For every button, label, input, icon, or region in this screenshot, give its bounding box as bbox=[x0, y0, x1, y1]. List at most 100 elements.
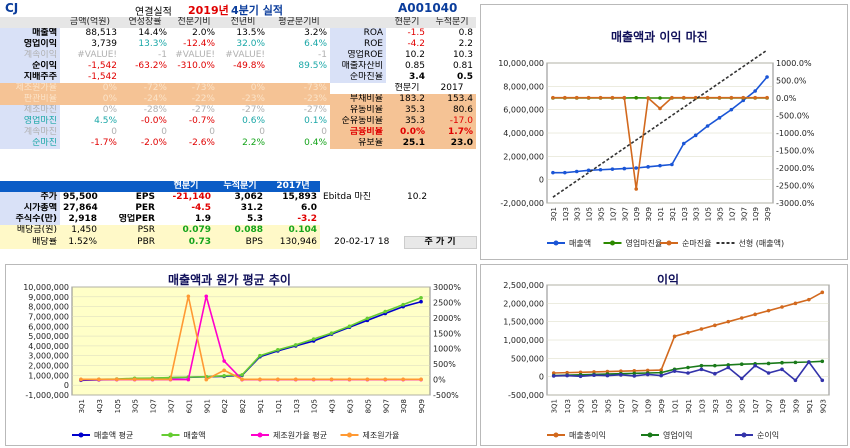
data-point bbox=[686, 330, 690, 335]
data-point bbox=[807, 360, 811, 364]
x-tick-label: 3Q1 bbox=[78, 399, 86, 413]
data-point bbox=[592, 370, 596, 374]
x-tick-label: 3Q9 bbox=[792, 399, 800, 413]
y-tick-label: 7,000,000 bbox=[28, 312, 69, 321]
data-point bbox=[820, 378, 825, 383]
data-point bbox=[551, 371, 556, 375]
data-point bbox=[693, 133, 698, 138]
x-tick-label: 3Q5 bbox=[739, 399, 747, 413]
data-point bbox=[634, 96, 639, 100]
data-point bbox=[753, 363, 757, 368]
y-tick-label: 0 bbox=[64, 381, 69, 390]
x-tick-label: 1Q7 bbox=[609, 207, 617, 221]
data-point bbox=[820, 359, 825, 364]
y-tick-label: 2,000,000 bbox=[503, 299, 544, 308]
data-point bbox=[699, 327, 704, 331]
y-tick-label: 0 bbox=[539, 176, 544, 185]
x-tick-label: 1Q7 bbox=[752, 399, 760, 413]
x-tick-label: 1Q1 bbox=[672, 399, 680, 413]
data-point bbox=[329, 331, 334, 335]
chart2-svg: 10,000,0009,000,0008,000,0007,000,0006,0… bbox=[23, 283, 461, 440]
data-point bbox=[645, 372, 650, 377]
data-point bbox=[753, 89, 757, 93]
data-point bbox=[766, 308, 771, 313]
y-tick-label: 8,000,000 bbox=[28, 303, 69, 312]
y-tick-label: 1,000,000 bbox=[28, 371, 69, 380]
data-point bbox=[598, 167, 603, 172]
y2-tick-label: -2500.0% bbox=[776, 182, 815, 191]
data-point bbox=[586, 168, 591, 173]
x-tick-label: 1Q7 bbox=[618, 399, 626, 413]
legend-label: 매출총이익 bbox=[569, 430, 606, 440]
y2-tick-label: -500.0% bbox=[776, 112, 810, 121]
data-point bbox=[419, 296, 423, 300]
y2-tick-label: 1000.0% bbox=[776, 59, 812, 68]
legend-marker bbox=[553, 240, 559, 246]
data-point bbox=[717, 116, 722, 120]
data-point bbox=[793, 378, 798, 383]
data-point bbox=[765, 95, 769, 100]
data-point bbox=[729, 95, 734, 100]
data-point bbox=[634, 187, 639, 191]
data-point bbox=[132, 377, 137, 382]
data-point bbox=[686, 365, 690, 370]
data-point bbox=[551, 170, 555, 175]
col-amount: 금액(억원) bbox=[60, 17, 120, 28]
legend-marker bbox=[347, 432, 352, 438]
y-tick-label: 2,500,000 bbox=[503, 281, 544, 290]
x-tick-label: 1Q7 bbox=[150, 399, 158, 413]
chart1-title: 매출액과 이익 마진 bbox=[611, 30, 708, 44]
data-point bbox=[311, 337, 316, 341]
data-point bbox=[659, 368, 663, 372]
y2-tick-label: -3000.0% bbox=[776, 199, 815, 208]
x-tick-label: 9Q1 bbox=[806, 399, 814, 413]
x-tick-label: 1Q1 bbox=[657, 207, 665, 221]
row-net-income: 순이익 -1,542 -63.2% -310.0% -49.8% 89.5% 매… bbox=[0, 61, 476, 72]
data-point bbox=[347, 377, 352, 382]
data-point bbox=[632, 369, 637, 373]
y-tick-label: 5,000,000 bbox=[28, 332, 69, 341]
company-name: CJ bbox=[5, 1, 19, 15]
chart1-svg: 10,000,000 8,000,000 6,000,000 4,000,000 2,0… bbox=[498, 49, 815, 248]
data-point bbox=[713, 363, 717, 368]
data-point bbox=[726, 319, 731, 324]
y2-tick-label: 1000% bbox=[433, 345, 461, 354]
data-point bbox=[311, 377, 316, 382]
income-header-row: 금액(억원) 연성장률 전분기비 전년비 평균분기비 현분기 누적분기 bbox=[0, 17, 476, 28]
data-point bbox=[276, 377, 280, 382]
data-point bbox=[753, 95, 757, 100]
y2-tick-label: 1500% bbox=[433, 329, 461, 338]
data-point bbox=[204, 377, 209, 382]
data-point bbox=[739, 362, 744, 366]
data-point bbox=[186, 377, 191, 382]
data-point bbox=[619, 369, 623, 373]
stock-price-button[interactable]: 주 가 기 bbox=[403, 236, 477, 249]
x-tick-label: 4Q3 bbox=[329, 399, 337, 413]
data-point bbox=[598, 95, 603, 100]
legend-label: 순이익 bbox=[757, 430, 779, 440]
data-point bbox=[222, 368, 226, 373]
chart3-title: 이익 bbox=[657, 273, 680, 287]
legend-label: 선형 (매출액) bbox=[739, 238, 785, 248]
chart-cost-avg-panel: 매출액과 원가 평균 추이 10,000,000 9,000,000 8,000,0… bbox=[5, 264, 477, 446]
y-tick-label: 10,000,000 bbox=[23, 283, 69, 292]
legend-marker bbox=[78, 432, 84, 438]
data-point bbox=[365, 377, 370, 382]
x-tick-label: 1Q5 bbox=[705, 207, 713, 221]
x-tick-label: 6Q2 bbox=[221, 399, 229, 413]
legend-label: 제조원가율 bbox=[363, 431, 400, 440]
chart-profit-panel: 이익 2,500,000 2,000,000 1,500,000 1,000,000 5… bbox=[480, 264, 848, 446]
y-tick-label: -2,000,000 bbox=[500, 199, 544, 208]
data-point bbox=[586, 95, 591, 100]
legend-marker bbox=[257, 432, 263, 438]
x-tick-label: 1Q3 bbox=[293, 399, 301, 413]
chart2-title: 매출액과 원가 평균 추이 bbox=[168, 273, 291, 287]
x-tick-label: 1Q3 bbox=[681, 207, 689, 221]
data-point bbox=[670, 95, 674, 100]
data-point bbox=[347, 324, 352, 329]
valuation-header-row: 현분기 누적분기 2017년 bbox=[0, 181, 476, 192]
data-point bbox=[551, 374, 556, 378]
data-point bbox=[97, 377, 101, 382]
data-point bbox=[551, 95, 555, 100]
x-tick-label: 1Q5 bbox=[114, 399, 122, 413]
